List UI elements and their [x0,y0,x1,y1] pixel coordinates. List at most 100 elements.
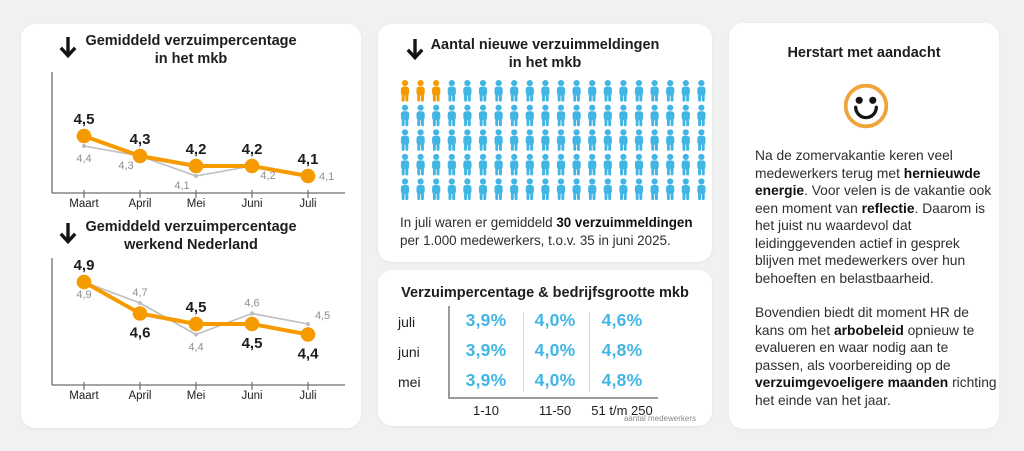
data-point [305,321,311,327]
person-icon [650,80,659,102]
person-icon [525,80,534,102]
table-row-label: juni [398,344,420,360]
card-new-reports: Aantal nieuwe verzuimmeldingen in het mk… [378,24,712,262]
value-label: 4,5 [186,299,207,316]
person-icon [603,178,612,200]
person-icon [603,104,612,127]
person-icon [650,153,659,176]
person-icon [588,80,597,102]
card-size-table: Verzuimpercentage & bedrijfsgrootte mkb … [378,270,712,426]
month-label: Juni [241,390,262,402]
person-icon [650,178,659,200]
person-icon [416,178,425,200]
person-icon [572,129,581,151]
value-label: 4,5 [74,111,95,128]
value-label: 4,6 [130,325,151,342]
person-icon [619,129,628,151]
person-icon [619,80,628,102]
article-paragraph: Bovendien biedt dit moment HR de kans om… [755,305,997,408]
month-label: Mei [187,390,206,402]
person-icon [619,178,628,200]
person-icon [494,129,503,151]
table-value: 3,9% [465,370,507,390]
card-article: Herstart met aandacht Na de zomervakanti… [729,23,999,429]
person-icon [510,178,519,200]
person-icon [400,129,410,151]
data-point [193,332,199,337]
data-point [76,274,92,290]
person-icon [634,104,644,127]
down-arrow-icon [59,37,77,59]
person-icon [432,178,441,200]
person-icon [650,104,659,127]
person-icon [525,104,534,127]
person-icon [494,178,503,200]
smiley-eye [869,96,877,104]
person-icon [666,129,675,151]
person-icon [432,129,441,151]
card-absence-charts: Gemiddeld verzuimpercentage in het mkb M… [21,24,361,428]
person-icon [603,153,612,176]
person-icon [588,178,597,200]
person-icon [478,129,488,151]
table-value: 4,8% [601,370,643,390]
down-arrow-icon [59,223,77,245]
person-icon [681,80,690,102]
person-icon [697,178,706,200]
month-label: April [128,390,151,402]
person-icon [556,153,566,176]
table-value: 4,0% [534,310,576,330]
person-icon [510,153,519,176]
person-icon [588,153,597,176]
person-icon [416,129,425,151]
person-icon [463,80,472,102]
value-label: 4,1 [319,171,334,183]
person-icon [447,153,456,176]
person-icon [447,129,456,151]
person-icon [525,129,534,151]
person-icon [416,80,425,102]
person-icon [478,104,488,127]
person-icon [541,153,550,176]
table-axis-caption: aantal medewerkers [623,414,696,423]
person-icon [666,153,675,176]
person-icon [634,178,644,200]
person-icon [603,129,612,151]
smiley-mouth [854,105,878,120]
person-icon [572,104,581,127]
person-icon [400,153,410,176]
down-arrow-icon [406,39,424,61]
table-separator [523,312,524,392]
value-label: 4,5 [242,335,263,352]
person-icon [619,153,628,176]
data-point [244,158,260,174]
person-icon [697,104,706,127]
smiley-eye [855,96,863,104]
person-icon [634,129,644,151]
data-point [249,311,255,316]
person-icon [619,104,628,127]
person-icon [572,178,581,200]
month-label: Juni [241,198,262,210]
reports-title: Aantal nieuwe verzuimmeldingen in het mk… [378,36,712,72]
value-label: 4,2 [242,141,263,158]
reports-title-line: Aantal nieuwe verzuimmeldingen [430,37,660,53]
value-label: 4,1 [298,151,319,168]
article-body: Na de zomervakantie keren veel medewerke… [755,147,997,409]
data-point [81,143,87,149]
month-label: April [128,198,151,210]
value-label: 4,3 [130,131,151,148]
person-icon [541,80,550,102]
person-icon [681,104,690,127]
value-label: 4,9 [74,257,95,274]
table-row-label: mei [398,374,421,390]
person-icon [432,153,441,176]
person-icon [432,80,441,102]
person-icon [432,104,441,127]
data-point [137,300,143,306]
person-icon [416,153,425,176]
person-icon [525,178,534,200]
person-icon [447,178,456,200]
data-point [300,168,316,184]
person-icon [541,178,550,200]
